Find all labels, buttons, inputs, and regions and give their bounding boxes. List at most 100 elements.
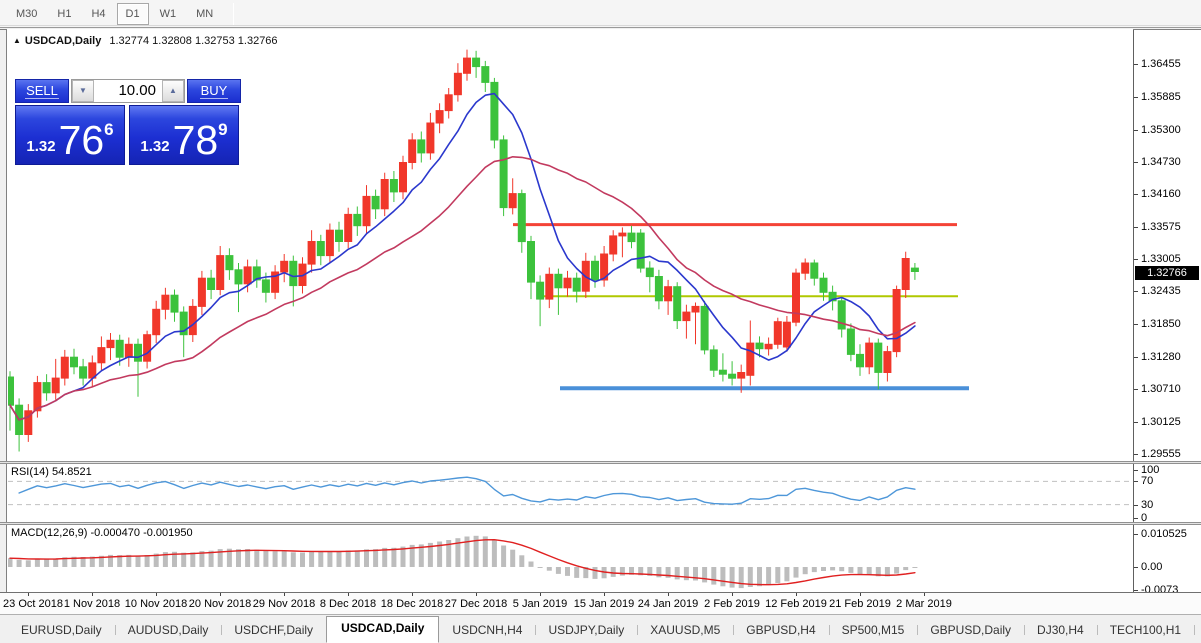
price-tick-label: 1.31850 bbox=[1141, 318, 1181, 330]
price-tick-label: 1.36455 bbox=[1141, 58, 1181, 70]
chart-tab-u[interactable]: U bbox=[1194, 619, 1201, 643]
timeframe-button-h4[interactable]: H4 bbox=[91, 7, 106, 20]
date-tick bbox=[412, 593, 413, 596]
date-tick bbox=[860, 593, 861, 596]
date-tick bbox=[924, 593, 925, 596]
date-tick-label: 27 Dec 2018 bbox=[444, 598, 508, 610]
buy-price-big: 78 bbox=[172, 117, 219, 163]
timeframe-button-w1[interactable]: W1 bbox=[159, 7, 177, 20]
chart-tab-usdcnh-h4[interactable]: USDCNH,H4 bbox=[452, 623, 523, 637]
buy-price-box[interactable]: 1.32 78 9 bbox=[129, 105, 239, 165]
price-axis[interactable]: 1.36455 1.35885 1.35300 1.34730 1.34160 1.335… bbox=[1133, 30, 1201, 461]
volume-spinner: ▼ 10.00 ▲ bbox=[71, 79, 185, 103]
chart-symbol-label: USDCAD,Daily bbox=[24, 35, 102, 47]
date-tick-label: 5 Jan 2019 bbox=[512, 598, 568, 610]
price-tick bbox=[1134, 324, 1138, 325]
date-axis[interactable]: 23 Oct 2018 1 Nov 2018 10 Nov 2018 20 Nov 2… bbox=[0, 592, 1201, 614]
volume-input[interactable]: 10.00 bbox=[118, 82, 156, 99]
pane-splitter[interactable] bbox=[0, 461, 1201, 464]
price-tick bbox=[1134, 389, 1138, 390]
chart-tab-usdchf-daily[interactable]: USDCHF,Daily bbox=[221, 619, 326, 643]
collapse-triangle-icon[interactable]: ▲ bbox=[13, 36, 21, 45]
date-tick-label: 24 Jan 2019 bbox=[637, 598, 699, 610]
rsi-tick-label: 70 bbox=[1141, 475, 1154, 487]
macd-tick-label: 0.010525 bbox=[1141, 528, 1187, 540]
chart-tab-gbpusd-daily[interactable]: GBPUSD,Daily bbox=[917, 619, 1024, 643]
chart-tab-eurusd-daily[interactable]: EURUSD,Daily bbox=[21, 623, 102, 637]
date-tick-label: 10 Nov 2018 bbox=[124, 598, 188, 610]
pane-splitter[interactable] bbox=[0, 522, 1201, 525]
date-tick bbox=[476, 593, 477, 596]
candlestick-chart-canvas[interactable] bbox=[8, 44, 1133, 456]
price-tick-label: 1.33575 bbox=[1141, 221, 1181, 233]
rsi-tick-label: 0 bbox=[1141, 512, 1148, 524]
price-tick bbox=[1134, 259, 1138, 260]
rsi-axis[interactable]: 100 70 30 0 bbox=[1133, 464, 1201, 524]
sell-button[interactable]: SELL bbox=[15, 79, 69, 103]
rsi-chart-canvas[interactable] bbox=[8, 464, 1133, 522]
rsi-tick bbox=[1134, 470, 1138, 471]
timeframe-button-m30[interactable]: M30 bbox=[16, 7, 38, 20]
rsi-tick bbox=[1134, 518, 1138, 519]
price-tick-label: 1.30125 bbox=[1141, 416, 1181, 428]
timeframe-toolbar: M30 H1 H4 D1 W1 MN bbox=[0, 0, 1201, 28]
price-tick-label: 1.33005 bbox=[1141, 253, 1181, 265]
one-click-trading-panel: SELL ▼ 10.00 ▲ BUY 1.32 76 6 1.32 78 9 bbox=[15, 79, 241, 165]
date-tick bbox=[284, 593, 285, 596]
date-tick-label: 12 Feb 2019 bbox=[765, 598, 827, 610]
macd-axis[interactable]: 0.010525 0.00 -0.0073 bbox=[1133, 525, 1201, 596]
date-tick bbox=[220, 593, 221, 596]
chart-ohlc-values: 1.32774 1.32808 1.32753 1.32766 bbox=[109, 35, 278, 47]
chart-tab-usdcad-daily[interactable]: USDCAD,Daily bbox=[326, 616, 440, 643]
price-tick bbox=[1134, 64, 1138, 65]
chart-tab-gbpusd-h4[interactable]: GBPUSD,H4 bbox=[733, 619, 828, 643]
date-tick bbox=[668, 593, 669, 596]
chart-tab-sp500-m15[interactable]: SP500,M15 bbox=[828, 619, 918, 643]
current-price-tag: 1.32766 bbox=[1135, 266, 1199, 280]
buy-button[interactable]: BUY bbox=[187, 79, 241, 103]
price-tick-label: 1.34730 bbox=[1141, 156, 1181, 168]
chart-tab-bar: EURUSD,Daily AUDUSD,Daily USDCHF,Daily USDC… bbox=[0, 614, 1201, 643]
date-tick-label: 29 Nov 2018 bbox=[252, 598, 316, 610]
rsi-tick-label: 100 bbox=[1141, 464, 1160, 476]
date-tick-label: 8 Dec 2018 bbox=[319, 598, 377, 610]
date-tick bbox=[92, 593, 93, 596]
timeframe-button-mn[interactable]: MN bbox=[196, 7, 214, 20]
price-tick bbox=[1134, 162, 1138, 163]
sell-price-prefix: 1.32 bbox=[26, 138, 56, 155]
main-chart-pane[interactable]: ▲ USDCAD,Daily 1.32774 1.32808 1.32753 1.3… bbox=[6, 29, 1133, 461]
price-tick bbox=[1134, 97, 1138, 98]
chart-tab-audusd-daily[interactable]: AUDUSD,Daily bbox=[114, 619, 222, 643]
chart-tab-tech100-h1[interactable]: TECH100,H1 bbox=[1096, 619, 1194, 643]
macd-indicator-pane[interactable]: MACD(12,26,9) -0.000470 -0.001950 bbox=[6, 525, 1133, 592]
chart-tab-usdjpy-daily[interactable]: USDJPY,Daily bbox=[535, 619, 637, 643]
price-tick-label: 1.32435 bbox=[1141, 285, 1181, 297]
sell-price-pip: 6 bbox=[104, 120, 114, 139]
price-tick bbox=[1134, 454, 1138, 455]
timeframe-button-d1[interactable]: D1 bbox=[116, 2, 149, 25]
price-tick-label: 1.35300 bbox=[1141, 124, 1181, 136]
chart-tab-xauusd-m5[interactable]: XAUUSD,M5 bbox=[637, 619, 733, 643]
rsi-tick-label: 30 bbox=[1141, 499, 1154, 511]
volume-decrease-button[interactable]: ▼ bbox=[72, 80, 94, 102]
rsi-indicator-pane[interactable]: RSI(14) 54.8521 bbox=[6, 464, 1133, 522]
volume-increase-button[interactable]: ▲ bbox=[162, 80, 184, 102]
macd-tick bbox=[1134, 567, 1138, 568]
sell-price-box[interactable]: 1.32 76 6 bbox=[15, 105, 125, 165]
date-tick-label: 21 Feb 2019 bbox=[829, 598, 891, 610]
price-tick bbox=[1134, 130, 1138, 131]
sell-price-big: 76 bbox=[58, 117, 105, 163]
timeframe-button-h1[interactable]: H1 bbox=[57, 7, 72, 20]
macd-chart-canvas[interactable] bbox=[8, 525, 1133, 592]
chart-tab-dj30-h4[interactable]: DJ30,H4 bbox=[1024, 619, 1097, 643]
date-tick-label: 1 Nov 2018 bbox=[63, 598, 121, 610]
price-tick bbox=[1134, 194, 1138, 195]
price-tick bbox=[1134, 357, 1138, 358]
price-tick bbox=[1134, 227, 1138, 228]
date-tick-label: 2 Feb 2019 bbox=[704, 598, 760, 610]
date-tick-label: 2 Mar 2019 bbox=[896, 598, 952, 610]
macd-label: MACD(12,26,9) -0.000470 -0.001950 bbox=[11, 527, 193, 539]
macd-tick-label: 0.00 bbox=[1141, 561, 1163, 573]
date-tick-label: 18 Dec 2018 bbox=[380, 598, 444, 610]
date-tick-label: 20 Nov 2018 bbox=[188, 598, 252, 610]
